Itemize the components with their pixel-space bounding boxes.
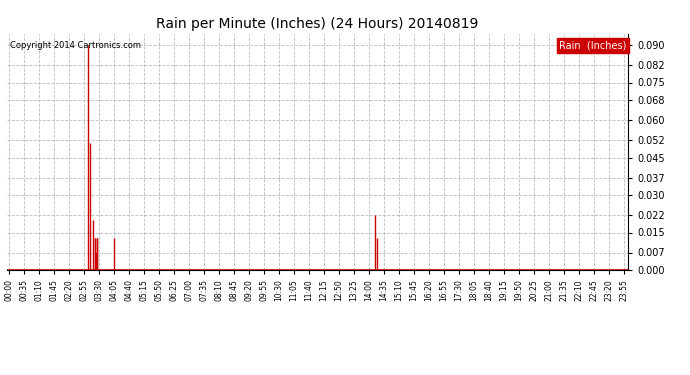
Text: Copyright 2014 Cartronics.com: Copyright 2014 Cartronics.com [10,41,141,50]
Text: Rain  (Inches): Rain (Inches) [560,41,627,51]
Title: Rain per Minute (Inches) (24 Hours) 20140819: Rain per Minute (Inches) (24 Hours) 2014… [156,17,479,31]
